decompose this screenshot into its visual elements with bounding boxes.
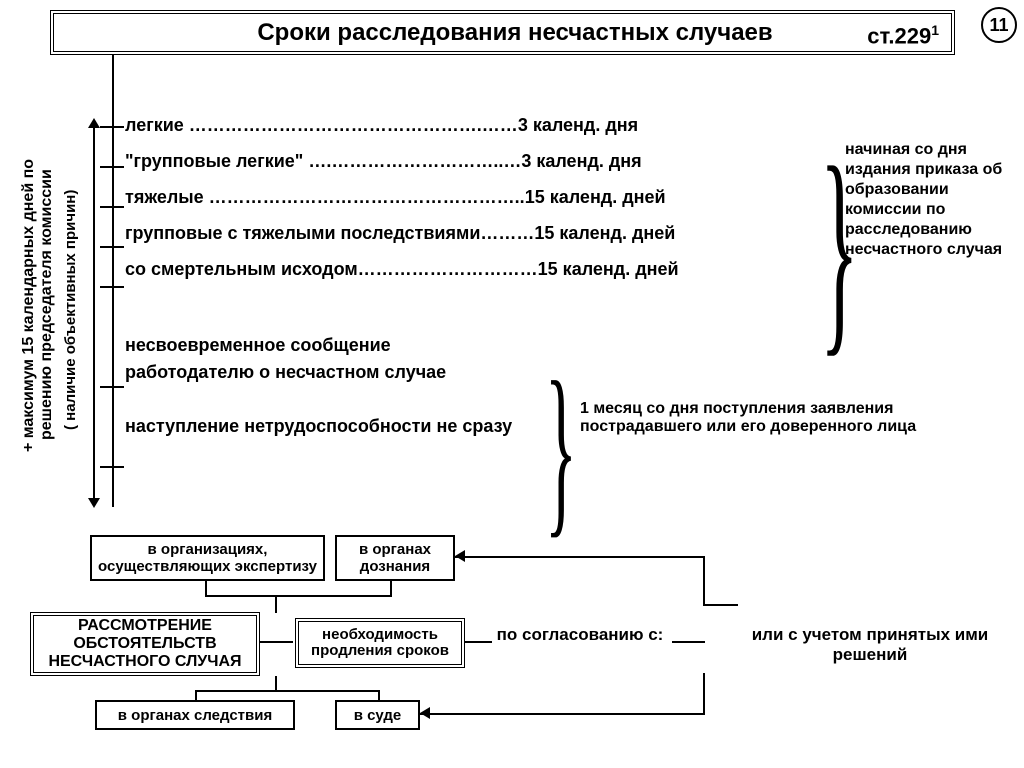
connector — [465, 641, 492, 643]
connector — [112, 55, 114, 507]
deadline-item: "групповые легкие" ….………………………..…3 кален… — [125, 151, 825, 172]
deadline-item: легкие ………………………………………….……3 календ. дня — [125, 115, 825, 136]
connector — [390, 581, 392, 597]
deadline-item: тяжелые ……………………………………………..15 календ. дн… — [125, 187, 825, 208]
box-expertise: в организациях, осуществляющих экспертиз… — [90, 535, 325, 581]
box-extension: необходимость продления сроков — [295, 618, 465, 668]
late-item: несвоевременное сообщение — [125, 335, 825, 356]
connector — [378, 690, 380, 702]
label-consider: или с учетом принятых ими решений — [740, 625, 1000, 665]
tick — [100, 206, 124, 208]
tick — [100, 386, 124, 388]
note-month: 1 месяц со дня поступления заявления пос… — [580, 400, 1000, 436]
vertical-note-inner: ( наличие объективных причин) — [62, 140, 82, 480]
tick — [100, 126, 124, 128]
box-court: в суде — [335, 700, 420, 730]
connector — [205, 595, 390, 597]
connector — [195, 690, 380, 692]
deadline-item: со смертельным исходом…………………………15 кален… — [125, 259, 825, 280]
connector — [703, 556, 705, 606]
vertical-note-outer: + максимум 15 календарных дней по решени… — [20, 120, 40, 490]
tick — [100, 286, 124, 288]
connector — [703, 604, 738, 606]
box-circumstances: РАССМОТРЕНИЕ ОБСТОЯТЕЛЬСТВ НЕСЧАСТНОГО С… — [30, 612, 260, 676]
connector — [260, 641, 293, 643]
box-inquiry: в органах дознания — [335, 535, 455, 581]
connector — [275, 597, 277, 613]
box-investigation: в органах следствия — [95, 700, 295, 730]
late-item: работодателю о несчастном случае — [125, 362, 825, 383]
connector — [672, 641, 705, 643]
note-start: начиная со дня издания приказа об образо… — [845, 140, 1010, 260]
brace-icon: } — [545, 340, 577, 558]
label-agreement: по согласованию с: — [490, 625, 670, 645]
arrow-head-icon — [455, 550, 465, 562]
connector — [455, 556, 705, 558]
main-title: Сроки расследования несчастных случаев — [79, 19, 951, 47]
connector — [703, 673, 705, 715]
arrow-head-icon — [420, 707, 430, 719]
extent-arrow — [85, 118, 103, 508]
connector — [205, 581, 207, 597]
tick — [100, 466, 124, 468]
tick — [100, 246, 124, 248]
connector — [195, 690, 197, 702]
deadline-item: групповые с тяжелыми последствиями………15 … — [125, 223, 825, 244]
page-number-badge: 11 — [981, 7, 1017, 43]
article-ref: ст.2291 — [867, 22, 939, 49]
connector — [420, 713, 705, 715]
tick — [100, 166, 124, 168]
title-box: Сроки расследования несчастных случаев с… — [50, 10, 955, 55]
